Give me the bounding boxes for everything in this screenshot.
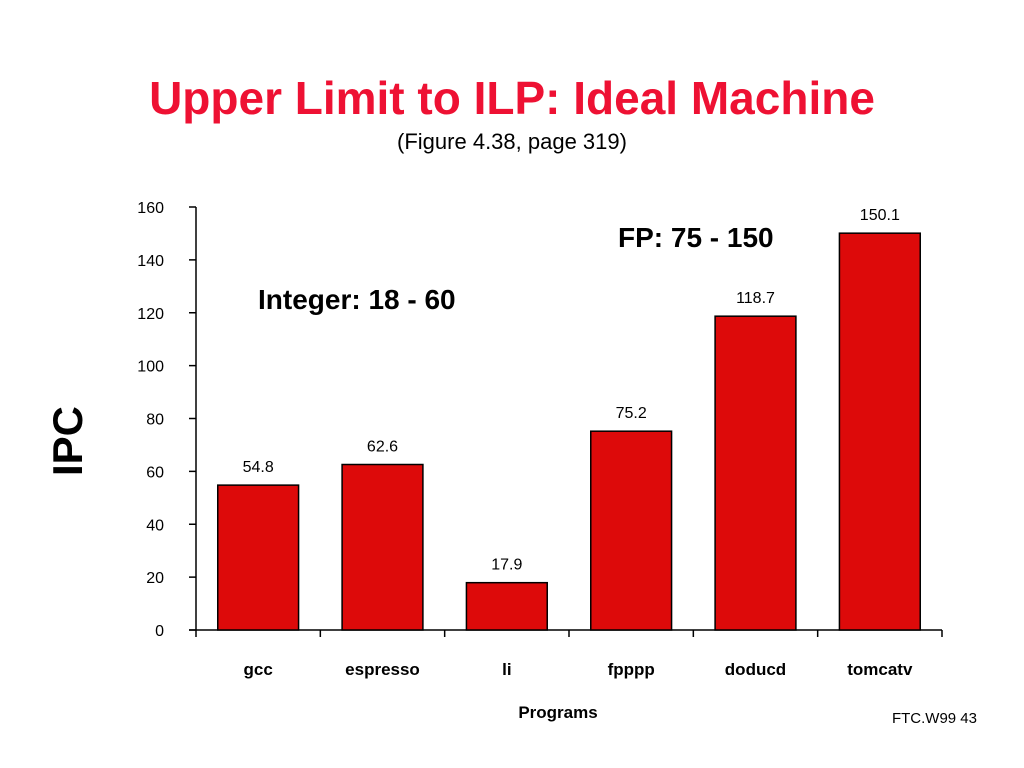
x-tick-label: tomcatv — [847, 660, 913, 679]
bar-fpppp — [590, 430, 673, 631]
data-label-espresso: 62.6 — [367, 439, 398, 456]
data-label-tomcatv: 150.1 — [860, 207, 900, 224]
y-axis: 0 20 40 60 80 100 120 140 160 — [137, 200, 197, 640]
slide-title: Upper Limit to ILP: Ideal Machine — [149, 72, 875, 124]
bar-li — [465, 581, 548, 631]
bar-tomcatv — [838, 232, 921, 631]
data-label-li: 17.9 — [491, 557, 522, 574]
y-tick-label: 40 — [146, 517, 164, 534]
y-tick-label: 140 — [137, 253, 164, 270]
x-axis-title: Programs — [518, 703, 597, 722]
data-label-fpppp: 75.2 — [616, 405, 647, 422]
x-tick-label: doducd — [725, 660, 786, 679]
bar-doducd — [714, 315, 797, 631]
y-tick-label: 100 — [137, 359, 164, 376]
x-axis: gcc espresso li fpppp doducd tomcatv — [189, 629, 943, 679]
slide-subtitle: (Figure 4.38, page 319) — [397, 129, 627, 154]
x-tick-label: espresso — [345, 660, 420, 679]
x-tick-label: li — [502, 660, 511, 679]
annotation-fp: FP: 75 - 150 — [618, 222, 774, 253]
data-label-gcc: 54.8 — [243, 459, 274, 476]
x-tick-label: gcc — [244, 660, 273, 679]
bars: 54.8 62.6 17.9 75.2 118.7 150.1 — [217, 207, 921, 631]
y-tick-label: 160 — [137, 200, 164, 217]
bar-gcc — [217, 484, 300, 631]
y-tick-label: 20 — [146, 570, 164, 587]
data-label-doducd: 118.7 — [736, 290, 775, 307]
y-tick-label: 0 — [155, 623, 164, 640]
bar-espresso — [341, 463, 424, 631]
y-tick-label: 60 — [146, 464, 164, 481]
y-axis-title: IPC — [44, 406, 91, 476]
x-tick-label: fpppp — [608, 660, 655, 679]
annotation-integer: Integer: 18 - 60 — [258, 284, 456, 315]
y-tick-label: 80 — [146, 412, 164, 429]
footer-label: FTC.W99 43 — [891, 710, 977, 727]
y-tick-label: 120 — [137, 306, 164, 323]
